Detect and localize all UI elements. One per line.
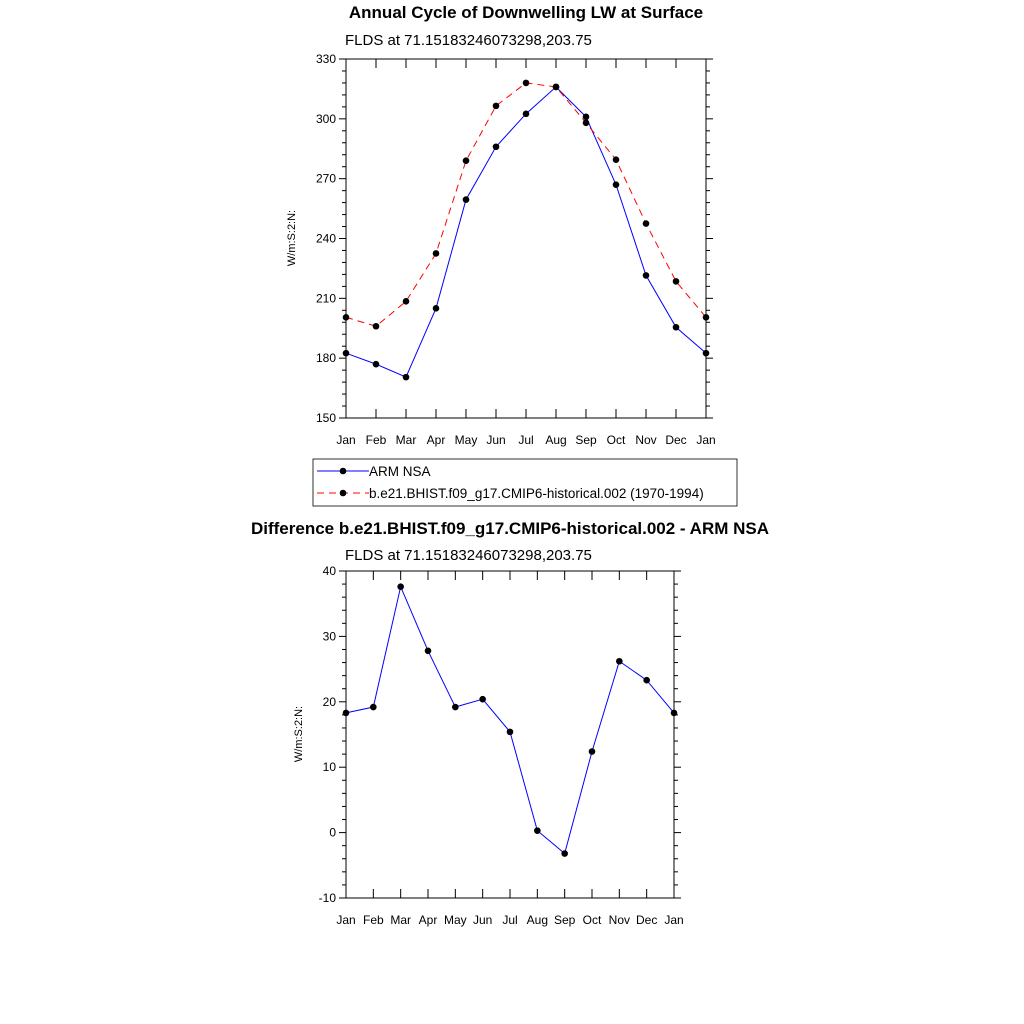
data-point-arm-nsa <box>672 323 680 331</box>
data-point-arm-nsa <box>372 360 380 368</box>
data-point-b-e21-bhist-f09-g17-cmip6-historical-002-1970-1994 <box>552 83 560 91</box>
data-point-b-e21-bhist-f09-g17-cmip6-historical-002-1970-1994 <box>402 298 410 305</box>
series-line-b-e21-bhist-f09-g17-cmip6-historical-002-1970-1994 <box>345 82 707 327</box>
plot-frame <box>345 58 707 419</box>
data-point-arm-nsa <box>492 143 500 151</box>
x-tick-label: Jun <box>486 433 505 447</box>
x-tick-label: Feb <box>363 913 384 927</box>
y-tick-label: 150 <box>316 411 336 425</box>
data-point-arm-nsa <box>432 305 440 312</box>
legend-box <box>312 458 738 507</box>
series-layer <box>342 583 678 857</box>
data-point-difference <box>616 657 623 665</box>
x-tick-label: Jan <box>336 433 355 447</box>
data-point-difference <box>424 647 432 655</box>
data-point-difference <box>452 703 459 711</box>
x-tick-label: Sep <box>575 433 597 447</box>
x-tick-label: Apr <box>427 433 446 447</box>
tick-labels: Jan Feb Mar Apr May Jun Jul Aug Sep Oct Nov Dec Jan1… <box>316 52 716 447</box>
legend: ARM NSA b.e21.BHIST.f09_g17.CMIP6-histor… <box>312 458 738 507</box>
data-point-arm-nsa <box>642 272 650 279</box>
x-tick-label: Mar <box>390 913 411 927</box>
data-point-b-e21-bhist-f09-g17-cmip6-historical-002-1970-1994 <box>372 322 380 330</box>
plot-frame <box>345 570 675 899</box>
x-tick-label: Feb <box>366 433 387 447</box>
data-point-difference <box>588 748 596 755</box>
x-tick-label: May <box>455 433 478 447</box>
y-tick-label: 30 <box>323 629 337 643</box>
y-tick-label: 40 <box>323 564 337 578</box>
data-point-b-e21-bhist-f09-g17-cmip6-historical-002-1970-1994 <box>492 102 500 110</box>
y-tick-label: 210 <box>316 291 336 305</box>
difference-chart: Difference b.e21.BHIST.f09_g17.CMIP6-his… <box>251 519 769 927</box>
legend-label-arm-nsa: ARM NSA <box>369 464 431 479</box>
chart-subtitle: FLDS at 71.15183246073298,203.75 <box>345 547 592 564</box>
y-tick-label: 20 <box>323 695 337 709</box>
data-point-b-e21-bhist-f09-g17-cmip6-historical-002-1970-1994 <box>462 157 470 165</box>
series-line-arm-nsa <box>345 86 707 378</box>
y-tick-label: 300 <box>316 112 336 126</box>
x-tick-label: Jan <box>696 433 715 447</box>
data-point-difference <box>534 827 541 834</box>
chart-title: Difference b.e21.BHIST.f09_g17.CMIP6-his… <box>251 519 769 538</box>
data-point-arm-nsa <box>522 110 530 118</box>
x-tick-label: Oct <box>607 433 626 447</box>
x-tick-label: Oct <box>583 913 602 927</box>
data-point-arm-nsa <box>612 181 620 188</box>
legend-item-arm-nsa: ARM NSA <box>317 464 431 479</box>
legend-marker-arm-nsa <box>339 467 347 475</box>
data-point-difference <box>479 695 486 703</box>
data-point-b-e21-bhist-f09-g17-cmip6-historical-002-1970-1994 <box>672 278 680 285</box>
chart-subtitle: FLDS at 71.15183246073298,203.75 <box>345 32 592 49</box>
x-tick-label: Aug <box>545 433 566 447</box>
legend-label-model: b.e21.BHIST.f09_g17.CMIP6-historical.002… <box>369 486 704 501</box>
x-tick-label: Sep <box>554 913 576 927</box>
y-tick-label: -10 <box>319 891 337 905</box>
data-point-difference <box>561 850 568 857</box>
x-tick-label: May <box>444 913 467 927</box>
x-tick-label: Jul <box>518 433 533 447</box>
x-tick-label: Nov <box>609 913 630 927</box>
x-tick-label: Aug <box>527 913 548 927</box>
data-point-difference <box>643 676 650 684</box>
y-axis-label: W/m:S:2:N: <box>293 706 305 762</box>
tick-labels: Jan Feb Mar Apr May Jun Jul Aug Sep Oct Nov Dec Jan -… <box>319 564 684 927</box>
y-tick-label: 10 <box>323 760 337 774</box>
data-point-difference <box>370 703 377 711</box>
y-axis-label: W/m:S:2:N: <box>286 210 298 266</box>
data-point-arm-nsa <box>402 373 410 381</box>
annual-cycle-chart: Annual Cycle of Downwelling LW at Surfac… <box>286 3 716 447</box>
x-tick-label: Jan <box>336 913 355 927</box>
y-tick-label: 330 <box>316 52 336 66</box>
series-line-difference <box>345 585 675 855</box>
data-point-b-e21-bhist-f09-g17-cmip6-historical-002-1970-1994 <box>582 119 590 127</box>
data-point-difference <box>397 583 404 590</box>
legend-item-model: b.e21.BHIST.f09_g17.CMIP6-historical.002… <box>317 486 704 501</box>
data-point-arm-nsa <box>462 196 470 203</box>
data-point-b-e21-bhist-f09-g17-cmip6-historical-002-1970-1994 <box>612 156 620 164</box>
y-tick-label: 240 <box>316 232 336 246</box>
data-point-b-e21-bhist-f09-g17-cmip6-historical-002-1970-1994 <box>432 250 440 257</box>
data-point-b-e21-bhist-f09-g17-cmip6-historical-002-1970-1994 <box>522 79 530 87</box>
x-tick-label: Jun <box>473 913 492 927</box>
data-point-arm-nsa <box>582 113 590 121</box>
x-tick-label: Dec <box>665 433 686 447</box>
legend-marker-model <box>339 489 347 497</box>
chart-title: Annual Cycle of Downwelling LW at Surfac… <box>349 3 703 22</box>
axis-ticks <box>339 58 713 419</box>
x-tick-label: Dec <box>636 913 657 927</box>
data-point-difference <box>506 728 514 736</box>
x-tick-label: Nov <box>635 433 656 447</box>
x-tick-label: Jan <box>664 913 683 927</box>
x-tick-label: Jul <box>502 913 517 927</box>
x-tick-label: Mar <box>396 433 417 447</box>
x-tick-label: Apr <box>419 913 438 927</box>
y-tick-label: 180 <box>316 351 336 365</box>
y-tick-label: 0 <box>329 826 336 840</box>
y-tick-label: 270 <box>316 172 336 186</box>
series-layer <box>342 79 710 381</box>
data-point-b-e21-bhist-f09-g17-cmip6-historical-002-1970-1994 <box>642 220 650 227</box>
